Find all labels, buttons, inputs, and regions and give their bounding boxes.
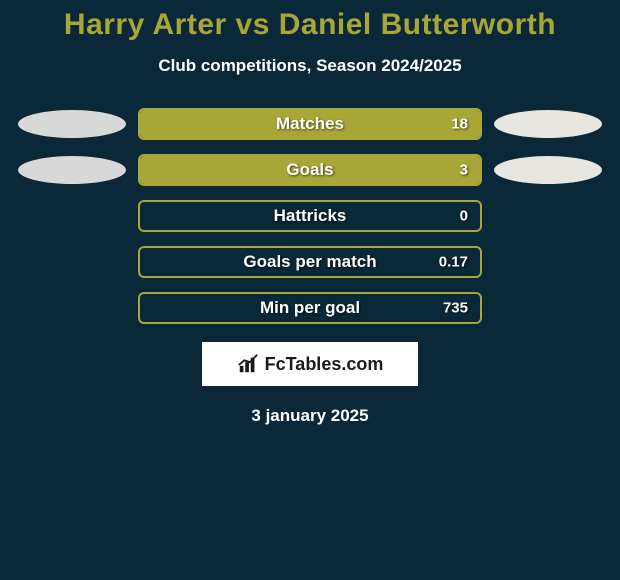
stats-rows: Matches 18 Goals 3 Hattricks 0 Goals per match… — [0, 108, 620, 324]
spacer — [494, 294, 602, 322]
stat-bar: Hattricks 0 — [138, 200, 482, 232]
stat-row: Hattricks 0 — [0, 200, 620, 232]
stat-row: Min per goal 735 — [0, 292, 620, 324]
stat-row: Goals per match 0.17 — [0, 246, 620, 278]
spacer — [494, 248, 602, 276]
stat-value: 735 — [443, 300, 468, 317]
stat-bar: Matches 18 — [138, 108, 482, 140]
stat-label: Goals — [286, 160, 333, 180]
stat-row: Goals 3 — [0, 154, 620, 186]
stat-value: 0.17 — [439, 254, 468, 271]
stat-label: Min per goal — [260, 298, 360, 318]
stat-label: Matches — [276, 114, 344, 134]
stat-value: 18 — [451, 116, 468, 133]
player-right-marker — [494, 156, 602, 184]
stat-value: 0 — [460, 208, 468, 225]
stat-value: 3 — [460, 162, 468, 179]
player-left-marker — [18, 110, 126, 138]
stat-bar: Goals 3 — [138, 154, 482, 186]
spacer — [18, 294, 126, 322]
stat-bar: Goals per match 0.17 — [138, 246, 482, 278]
logo-badge: FcTables.com — [202, 342, 418, 386]
comparison-infographic: Harry Arter vs Daniel Butterworth Club c… — [0, 0, 620, 426]
bar-chart-icon — [237, 353, 259, 375]
logo-text: FcTables.com — [265, 354, 384, 375]
spacer — [18, 202, 126, 230]
stat-row: Matches 18 — [0, 108, 620, 140]
player-left-marker — [18, 156, 126, 184]
stat-label: Hattricks — [274, 206, 347, 226]
stat-label: Goals per match — [243, 252, 376, 272]
stat-bar: Min per goal 735 — [138, 292, 482, 324]
subtitle: Club competitions, Season 2024/2025 — [0, 56, 620, 76]
date-text: 3 january 2025 — [0, 406, 620, 426]
spacer — [18, 248, 126, 276]
page-title: Harry Arter vs Daniel Butterworth — [0, 8, 620, 42]
player-right-marker — [494, 110, 602, 138]
spacer — [494, 202, 602, 230]
